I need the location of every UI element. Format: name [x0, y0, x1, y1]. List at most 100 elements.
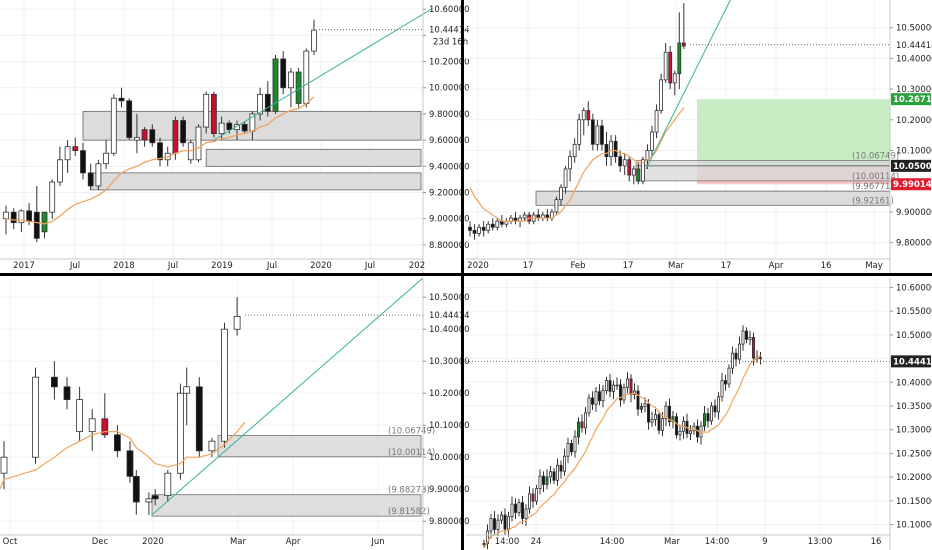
weekly-candle: [72, 146, 79, 152]
daily-candle: [559, 186, 563, 201]
daily-x-axis: 2020 17 Feb 17 Mar 17 Apr 16 May: [466, 258, 890, 271]
hourly-x-label: 14:00: [705, 537, 730, 547]
daily-y-label: 10.10000: [896, 147, 932, 157]
daily-y-label: 9.900000: [896, 208, 932, 218]
fourhour-candle: [208, 440, 216, 452]
weekly-countdown-label: 23d 16h: [433, 38, 468, 48]
weekly-candle: [103, 152, 109, 165]
daily-candle: [677, 42, 682, 75]
hourly-candle: [717, 396, 721, 413]
hourly-candle: [727, 367, 731, 385]
daily-candle: [609, 140, 613, 158]
fourhour-candle: [76, 399, 83, 433]
daily-candle: [481, 226, 486, 231]
hourly-x-label: 9: [762, 537, 767, 547]
daily-x-label: 17: [523, 261, 534, 271]
fourhour-x-label: Jun: [370, 537, 384, 547]
hourly-candle: [552, 471, 556, 481]
fourhour-candle: [164, 472, 172, 497]
hourly-candle: [640, 406, 644, 410]
fourhour-candle: [32, 376, 39, 458]
hourly-candle: [622, 387, 626, 401]
weekly-y-label: 9.200000: [429, 189, 470, 199]
hourly-last-price-price-tag-bg: [891, 355, 931, 368]
hourly-candle: [605, 380, 609, 392]
daily-candle: [622, 159, 627, 167]
hourly-y-label: 10.35000: [896, 402, 932, 412]
hourly-candle: [759, 357, 763, 360]
daily-y-label: 9.800000: [896, 239, 932, 249]
hourly-candle: [542, 475, 546, 485]
fourhour-candle: [195, 386, 203, 452]
hourly-candle: [748, 336, 752, 340]
fourhour-candle: [126, 450, 134, 477]
weekly-y-label: 10.20000: [429, 58, 470, 68]
daily-candle: [659, 79, 663, 111]
weekly-candle: [26, 210, 33, 222]
hourly-candle: [626, 378, 630, 388]
hourly-candle: [713, 405, 717, 413]
fourhour-x-label: Dec: [92, 537, 109, 547]
fourhour-grid: [0, 278, 423, 534]
fourhour-x-label: Mar: [230, 537, 247, 547]
weekly-candles: [3, 19, 317, 243]
daily-candle: [604, 143, 609, 158]
fourhour-y-label: 9.800000: [429, 517, 470, 527]
hourly-candle: [720, 380, 724, 398]
daily-entry-price-tag-bg: [891, 159, 931, 172]
hourly-last-price-price-tag-text: 10.44414: [893, 357, 932, 367]
hourly-candle: [738, 343, 742, 360]
daily-y-label: 10.30000: [896, 85, 932, 95]
hourly-candle: [741, 330, 745, 345]
daily-x-label: 17: [623, 261, 634, 271]
daily-candle: [650, 131, 654, 151]
hourly-candle: [521, 502, 525, 519]
daily-y-label: 10.50000: [896, 24, 932, 34]
daily-candle: [668, 51, 673, 84]
weekly-candle: [57, 159, 63, 183]
weekly-candle: [210, 93, 217, 134]
daily-candle: [595, 125, 600, 145]
fourhour-x-label: Oct: [3, 537, 18, 547]
hourly-ma-line: [483, 354, 761, 549]
hourly-candle: [499, 514, 503, 521]
hourly-candle: [664, 405, 668, 420]
fourhour-y-label: 10.30000: [429, 357, 470, 367]
hourly-candle: [535, 488, 539, 502]
weekly-x-label: 2017: [13, 261, 35, 271]
hourly-candle: [573, 436, 577, 453]
hourly-y-label: 10.60000: [896, 283, 932, 293]
fourhour-candle: [151, 495, 159, 500]
hourly-candle: [587, 397, 591, 414]
daily-candle: [572, 143, 577, 158]
fourhour-candle: [114, 434, 121, 452]
weekly-x-label: Jul: [266, 261, 277, 271]
daily-trendline: [645, 0, 731, 170]
hourly-candle: [647, 403, 651, 423]
daily-candle: [600, 125, 604, 145]
daily-candle: [636, 168, 641, 182]
hourly-candle: [514, 503, 518, 513]
weekly-candle: [87, 172, 94, 187]
daily-candle: [472, 229, 477, 234]
fourhour-zone-label: (9.81582): [388, 507, 430, 517]
hourly-candle: [608, 380, 612, 392]
weekly-zone: [90, 172, 422, 191]
hourly-x-axis: 14:00 24 14:00 Mar 14:00 9 13:00 16: [466, 534, 890, 547]
hourly-candle: [643, 403, 647, 407]
weekly-candle: [280, 58, 287, 89]
daily-candle: [495, 220, 500, 228]
daily-y-axis: 10.50000 10.40000 10.30000 10.20000 10.10000…: [889, 0, 932, 274]
fourhour-candle: [63, 386, 71, 400]
weekly-candle: [141, 129, 148, 141]
hourly-y-label: 10.55000: [896, 307, 932, 317]
daily-zone-label: (10.00114): [852, 172, 899, 182]
hourly-candle: [510, 503, 514, 518]
hourly-candle: [517, 502, 521, 513]
hourly-x-label: Mar: [664, 537, 681, 547]
hourly-candle: [654, 414, 658, 420]
hourly-y-label: 10.30000: [896, 426, 932, 436]
daily-entry-price-tag: 10.05000: [891, 159, 932, 172]
